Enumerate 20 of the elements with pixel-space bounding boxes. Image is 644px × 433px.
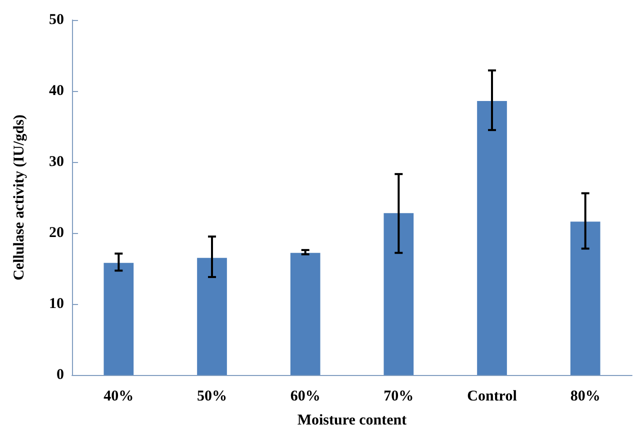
bar [104, 262, 134, 375]
y-tick-label: 20 [49, 225, 64, 241]
y-tick-label: 0 [56, 367, 64, 383]
y-tick-label: 40 [49, 83, 64, 99]
x-tick-label: 70% [384, 388, 414, 404]
y-tick-label: 50 [49, 12, 64, 28]
y-tick-label: 10 [49, 296, 64, 312]
x-tick-label: 60% [290, 388, 320, 404]
bar [477, 100, 507, 375]
bar [384, 213, 414, 375]
y-axis-title: Cellulase activity (IU/gds) [12, 114, 28, 280]
bar [570, 222, 600, 375]
bar [197, 258, 227, 375]
x-tick-label: 50% [197, 388, 227, 404]
x-tick-label: 40% [104, 388, 134, 404]
y-tick-label: 30 [49, 154, 64, 170]
bar [290, 252, 320, 375]
x-tick-label: Control [467, 388, 517, 404]
x-axis-title: Moisture content [297, 412, 407, 428]
x-tick-label: 80% [570, 388, 600, 404]
